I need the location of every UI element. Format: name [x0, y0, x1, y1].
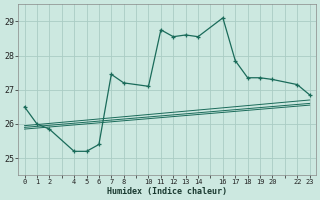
X-axis label: Humidex (Indice chaleur): Humidex (Indice chaleur): [107, 187, 227, 196]
